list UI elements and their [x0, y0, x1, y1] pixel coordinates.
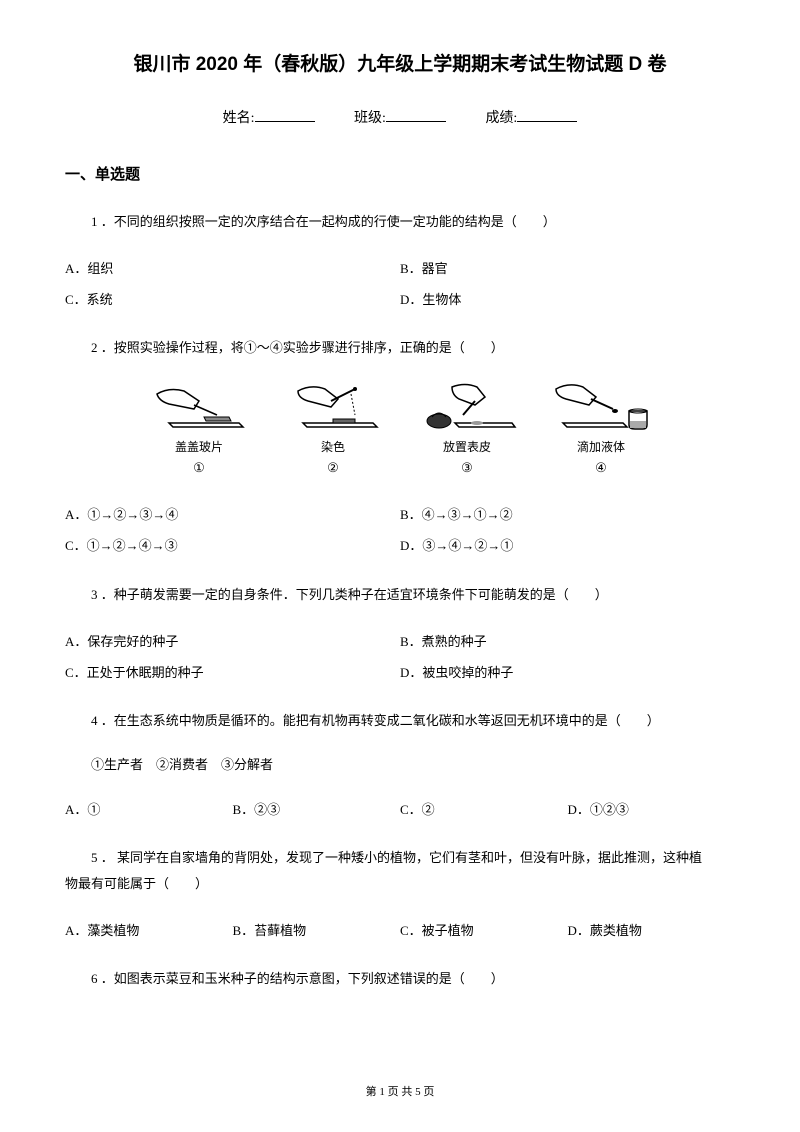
q5-line1: 5 ． 某同学在自家墙角的背阴处，发现了一种矮小的植物，它们有茎和叶，但没有叶脉…	[65, 845, 735, 871]
diagram-4-num: ④	[595, 458, 607, 479]
q5-opt-c[interactable]: C．被子植物	[400, 915, 568, 946]
diagram-1: 盖盖玻片 ①	[144, 379, 254, 479]
cover-slip-icon	[149, 379, 249, 435]
page-title: 银川市 2020 年（春秋版）九年级上学期期末考试生物试题 D 卷	[65, 50, 735, 80]
q4-text: 4 ．在生态系统中物质是循环的。能把有机物再转变成二氧化碳和水等返回无机环境中的…	[65, 708, 735, 734]
q2-opt-b[interactable]: B．④→③→①→②	[400, 499, 735, 530]
diagram-4-label: 滴加液体	[577, 438, 625, 457]
diagram-2: 染色 ②	[278, 379, 388, 479]
q4-opt-d[interactable]: D．①②③	[568, 794, 736, 825]
score-blank[interactable]	[517, 121, 577, 122]
place-skin-icon	[417, 379, 517, 435]
q6-text: 6 ．如图表示菜豆和玉米种子的结构示意图，下列叙述错误的是（ ）	[65, 966, 735, 992]
q5-opt-d[interactable]: D．蕨类植物	[568, 915, 736, 946]
q2-options: A．①→②→③→④ B．④→③→①→② C．①→②→④→③ D．③→④→②→①	[65, 499, 735, 561]
q3-options: A．保存完好的种子 B．煮熟的种子 C．正处于休眠期的种子 D．被虫咬掉的种子	[65, 626, 735, 688]
q4-opt-b[interactable]: B．②③	[233, 794, 401, 825]
q2-opt-a[interactable]: A．①→②→③→④	[65, 499, 400, 530]
q4-opt-c[interactable]: C．②	[400, 794, 568, 825]
q5-opt-a[interactable]: A．藻类植物	[65, 915, 233, 946]
stain-icon	[283, 379, 383, 435]
add-liquid-icon	[551, 379, 651, 435]
section-header: 一、单选题	[65, 163, 735, 187]
q2-text: 2 ．按照实验操作过程，将①～④实验步骤进行排序，正确的是（ ）	[65, 335, 735, 361]
diagram-3-num: ③	[461, 458, 473, 479]
q1-options: A．组织 B．器官 C．系统 D．生物体	[65, 253, 735, 315]
q3-opt-c[interactable]: C．正处于休眠期的种子	[65, 657, 400, 688]
score-label: 成绩:	[485, 111, 517, 126]
q3-opt-d[interactable]: D．被虫咬掉的种子	[400, 657, 735, 688]
q1-opt-a[interactable]: A．组织	[65, 253, 400, 284]
page-footer: 第 1 页 共 5 页	[0, 1084, 800, 1102]
q5-opt-b[interactable]: B．苔藓植物	[233, 915, 401, 946]
q1-opt-b[interactable]: B．器官	[400, 253, 735, 284]
q2-opt-d[interactable]: D．③→④→②→①	[400, 530, 735, 561]
diagram-3: 放置表皮 ③	[412, 379, 522, 479]
name-blank[interactable]	[255, 121, 315, 122]
name-label: 姓名:	[223, 111, 255, 126]
diagram-1-label: 盖盖玻片	[175, 438, 223, 457]
q4-sub: ①生产者 ②消费者 ③分解者	[65, 752, 735, 778]
diagram-2-num: ②	[327, 458, 339, 479]
q3-text: 3 ．种子萌发需要一定的自身条件．下列几类种子在适宜环境条件下可能萌发的是（ ）	[65, 582, 735, 608]
class-blank[interactable]	[386, 121, 446, 122]
class-label: 班级:	[354, 111, 386, 126]
student-info: 姓名: 班级: 成绩:	[65, 108, 735, 130]
q5-line2: 物最有可能属于（ ）	[65, 871, 735, 897]
diagram-2-label: 染色	[321, 438, 345, 457]
diagram-4: 滴加液体 ④	[546, 379, 656, 479]
q1-opt-d[interactable]: D．生物体	[400, 284, 735, 315]
q1-opt-c[interactable]: C．系统	[65, 284, 400, 315]
q5-text: 5 ． 某同学在自家墙角的背阴处，发现了一种矮小的植物，它们有茎和叶，但没有叶脉…	[65, 845, 735, 897]
diagram-1-num: ①	[193, 458, 205, 479]
q4-opt-a[interactable]: A．①	[65, 794, 233, 825]
q1-text: 1 ．不同的组织按照一定的次序结合在一起构成的行使一定功能的结构是（ ）	[65, 209, 735, 235]
q4-options: A．① B．②③ C．② D．①②③	[65, 794, 735, 825]
q2-diagrams: 盖盖玻片 ① 染色 ② 放置表皮 ③	[65, 379, 735, 479]
q5-options: A．藻类植物 B．苔藓植物 C．被子植物 D．蕨类植物	[65, 915, 735, 946]
diagram-3-label: 放置表皮	[443, 438, 491, 457]
q3-opt-a[interactable]: A．保存完好的种子	[65, 626, 400, 657]
q2-opt-c[interactable]: C．①→②→④→③	[65, 530, 400, 561]
q3-opt-b[interactable]: B．煮熟的种子	[400, 626, 735, 657]
